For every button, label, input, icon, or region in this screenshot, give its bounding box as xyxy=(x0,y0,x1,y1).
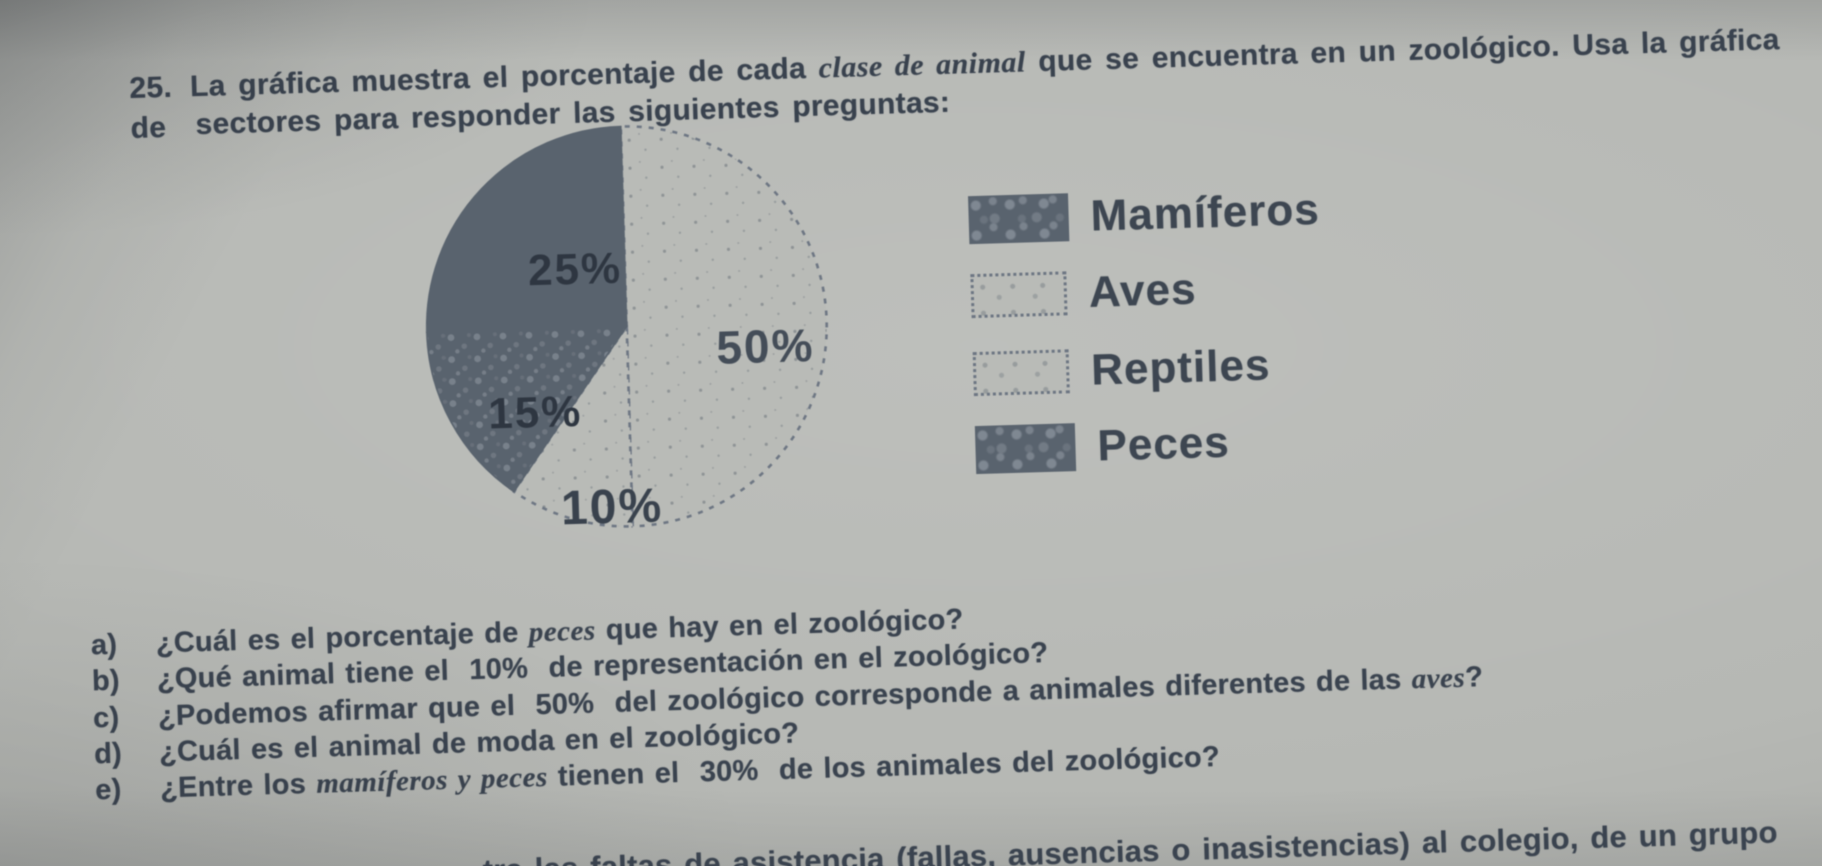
pie-label-15: 15% xyxy=(487,387,582,439)
pie-slice-mamiferos xyxy=(425,125,628,334)
legend-item-mamiferos: Mamíferos xyxy=(968,184,1320,246)
legend-label: Aves xyxy=(1088,264,1198,317)
pie-slice-aves xyxy=(619,125,828,528)
legend-label: Peces xyxy=(1096,417,1231,471)
next-exercise-partial-line: tra las faltas de asistencia (fallas, au… xyxy=(482,814,1779,866)
legend-label: Reptiles xyxy=(1090,340,1272,395)
legend-item-peces: Peces xyxy=(974,414,1327,476)
pie-chart: 25% 50% 15% 10% xyxy=(411,110,843,542)
problem-number: 25. xyxy=(128,70,173,106)
legend-item-aves: Aves xyxy=(970,260,1322,322)
intro-emphasis: clase de animal xyxy=(818,45,1027,85)
legend-swatch-light-dotted-icon xyxy=(972,349,1070,397)
pie-label-10: 10% xyxy=(560,479,664,535)
question-label: d) xyxy=(93,737,123,771)
pie-slice-reptiles xyxy=(512,322,634,528)
legend-label: Mamíferos xyxy=(1089,184,1321,241)
legend-swatch-dark-solid-icon xyxy=(968,193,1070,245)
question-label: a) xyxy=(90,628,118,662)
pie-slice-peces xyxy=(425,325,629,493)
question-emphasis: mamíferos y peces xyxy=(315,761,549,800)
pie-label-25: 25% xyxy=(527,244,622,296)
legend-swatch-light-dotted-icon xyxy=(970,271,1068,319)
question-emphasis: peces xyxy=(528,614,597,649)
pie-chart-svg: 25% 50% 15% 10% xyxy=(425,125,828,535)
question-label: b) xyxy=(91,664,121,698)
question-label: e) xyxy=(94,773,122,807)
legend-item-reptiles: Reptiles xyxy=(972,338,1325,400)
question-list: a) ¿Cuál es el porcentaje de peces que ha… xyxy=(90,578,1745,808)
question-emphasis: aves xyxy=(1411,661,1466,695)
legend-swatch-dark-mottled-icon xyxy=(974,423,1077,475)
question-label: c) xyxy=(92,701,120,734)
pie-label-50: 50% xyxy=(716,319,816,374)
chart-legend: Mamíferos Aves Reptiles Peces xyxy=(968,184,1328,500)
